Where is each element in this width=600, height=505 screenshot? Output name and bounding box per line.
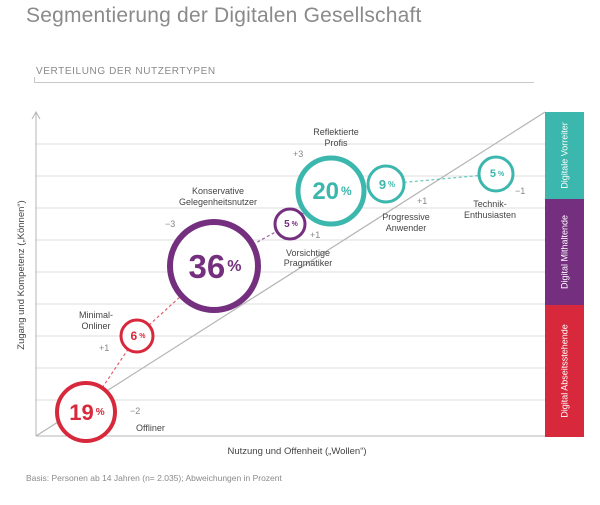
bubble-value-3: 5% [284, 219, 299, 230]
segment-label-2-line-0: Konservative [192, 186, 244, 196]
group-band-2 [545, 305, 584, 437]
segment-labels: Offliner −2 Minimal-Onliner +1 KonservativeG… [79, 127, 525, 433]
connector-lines [101, 174, 480, 389]
bubble-3 [273, 207, 307, 241]
segment-deviation-3: +1 [310, 230, 320, 240]
group-band-label-0: Digitale Vorreiter [560, 122, 570, 189]
y-axis-arrow [31, 110, 41, 120]
chart-subtitle: VERTEILUNG DER NUTZERTYPEN [36, 66, 216, 77]
segment-deviation-4: +3 [293, 149, 303, 159]
subtitle-divider-tick [34, 77, 35, 83]
subtitle-divider [34, 82, 534, 83]
segment-label-2-line-1: Gelegenheitsnutzer [179, 197, 257, 207]
bubble-value-2: 36% [189, 248, 242, 285]
bubble-value-5: 9% [379, 177, 395, 192]
bubbles: 19 % 6 % 36 % 5 % 20% 9 % 5% [55, 155, 515, 443]
segment-label-1-line-1: Onliner [81, 321, 110, 331]
segment-deviation-1: +1 [99, 343, 109, 353]
chart-axes [31, 110, 546, 437]
bubble-value-0: 19% [69, 400, 104, 425]
group-band-1 [545, 199, 584, 305]
segment-label-3-line-0: Vorsichtige [286, 248, 330, 258]
segment-deviation-2: −3 [165, 219, 175, 229]
segment-label-4-line-1: Profis [324, 138, 348, 148]
bubble-value-1: 6% [131, 329, 147, 343]
segment-deviation-5: +1 [417, 196, 427, 206]
connector-5 [403, 174, 480, 183]
connector-1 [148, 295, 182, 326]
bubble-5 [366, 164, 406, 204]
subtitle-row: VERTEILUNG DER NUTZERTYPEN [34, 66, 534, 83]
segment-label-5-line-1: Anwender [386, 223, 427, 233]
bubble-0 [55, 381, 117, 443]
bubble-1 [119, 318, 155, 354]
segment-deviation-6: −1 [515, 186, 525, 196]
segment-deviation-0: −2 [130, 406, 140, 416]
footnote: Basis: Personen ab 14 Jahren (n= 2.035);… [26, 473, 282, 483]
group-bands: Digitale Vorreiter Digital Mithaltende Dig… [545, 112, 584, 437]
segment-label-4-line-0: Reflektierte [313, 127, 359, 137]
x-axis-label: Nutzung und Offenheit („Wollen“) [227, 446, 366, 457]
segment-label-0-line-0: Offliner [136, 423, 165, 433]
group-band-0 [545, 112, 584, 199]
y-axis-label: Zugang und Kompetenz („Können“) [16, 200, 27, 349]
page-title: Segmentierung der Digitalen Gesellschaft [26, 4, 422, 27]
segment-label-5-line-0: Progressive [382, 212, 430, 222]
segment-label-6-line-0: Technik- [473, 199, 507, 209]
bubble-6 [477, 155, 515, 193]
bubble-value-4: 20% [312, 178, 352, 205]
segment-label-6-line-1: Enthusiasten [464, 210, 516, 220]
segment-label-1-line-0: Minimal- [79, 310, 113, 320]
connector-2 [252, 230, 278, 246]
group-band-label-1: Digital Mithaltende [560, 215, 570, 289]
bubble-value-6: 5% [490, 168, 505, 180]
chart-grid [36, 143, 545, 401]
bubble-2 [167, 219, 261, 313]
segment-label-3-line-1: Pragmatiker [284, 258, 333, 268]
bubble-4 [295, 155, 367, 227]
diagonal-line [35, 111, 546, 437]
connector-0 [101, 348, 129, 389]
group-band-label-2: Digital Abseitsstehende [560, 324, 570, 418]
